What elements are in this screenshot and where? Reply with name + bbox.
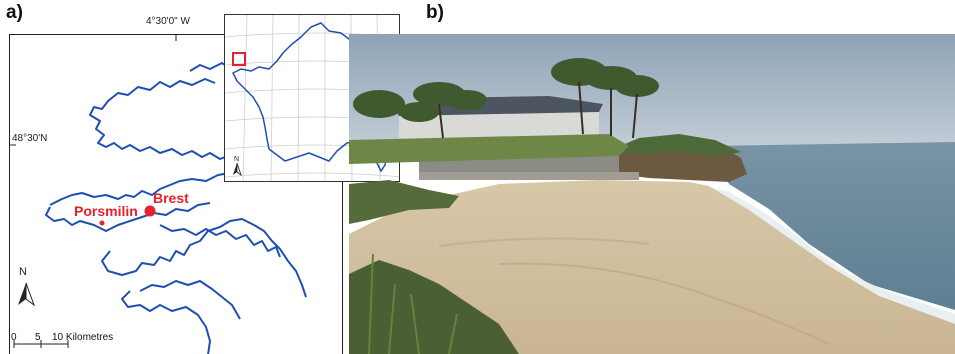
inset-north-arrow-icon bbox=[233, 162, 242, 177]
scale-tick-5: 5 bbox=[35, 332, 41, 343]
lawn bbox=[349, 134, 629, 164]
beach-scene bbox=[349, 34, 955, 354]
sand-streak bbox=[438, 237, 650, 247]
north-arrow-icon bbox=[18, 282, 36, 307]
pine-trees bbox=[353, 58, 659, 122]
south-coastline bbox=[121, 290, 211, 354]
dune-grass bbox=[349, 180, 459, 224]
beach-photo bbox=[349, 34, 955, 354]
headland-vegetation bbox=[611, 134, 741, 156]
scale-tick-10: 10 Kilometres bbox=[52, 332, 114, 343]
north-label: N bbox=[19, 266, 27, 278]
scale-bar bbox=[13, 340, 69, 348]
porsmilin-label: Porsmilin bbox=[74, 203, 138, 219]
brest-label: Brest bbox=[153, 190, 189, 206]
study-area-box bbox=[232, 52, 246, 66]
scale-tick-0: 0 bbox=[11, 332, 17, 343]
sand bbox=[349, 180, 955, 354]
promenade bbox=[419, 172, 639, 180]
porsmilin-marker bbox=[99, 220, 105, 226]
panel-a-label: a) bbox=[6, 2, 23, 23]
crozon-peninsula bbox=[101, 218, 307, 298]
sand-streak bbox=[498, 262, 830, 345]
north-coastline bbox=[89, 78, 231, 160]
southwest-coastline bbox=[139, 280, 241, 320]
panel-b-label: b) bbox=[426, 2, 444, 23]
brest-marker bbox=[144, 205, 156, 217]
sea bbox=[709, 142, 955, 310]
longitude-label: 4°30'0" W bbox=[146, 16, 190, 27]
latitude-label: 48°30'N bbox=[12, 133, 48, 144]
foreground-grass bbox=[368, 253, 458, 354]
inset-north-label: N bbox=[234, 156, 239, 163]
inner-estuary bbox=[159, 224, 281, 258]
seawall bbox=[419, 156, 619, 176]
tree-trunks bbox=[438, 81, 638, 139]
surf bbox=[704, 186, 955, 324]
roadstead-coastline bbox=[49, 172, 243, 206]
south-shore bbox=[45, 202, 211, 232]
